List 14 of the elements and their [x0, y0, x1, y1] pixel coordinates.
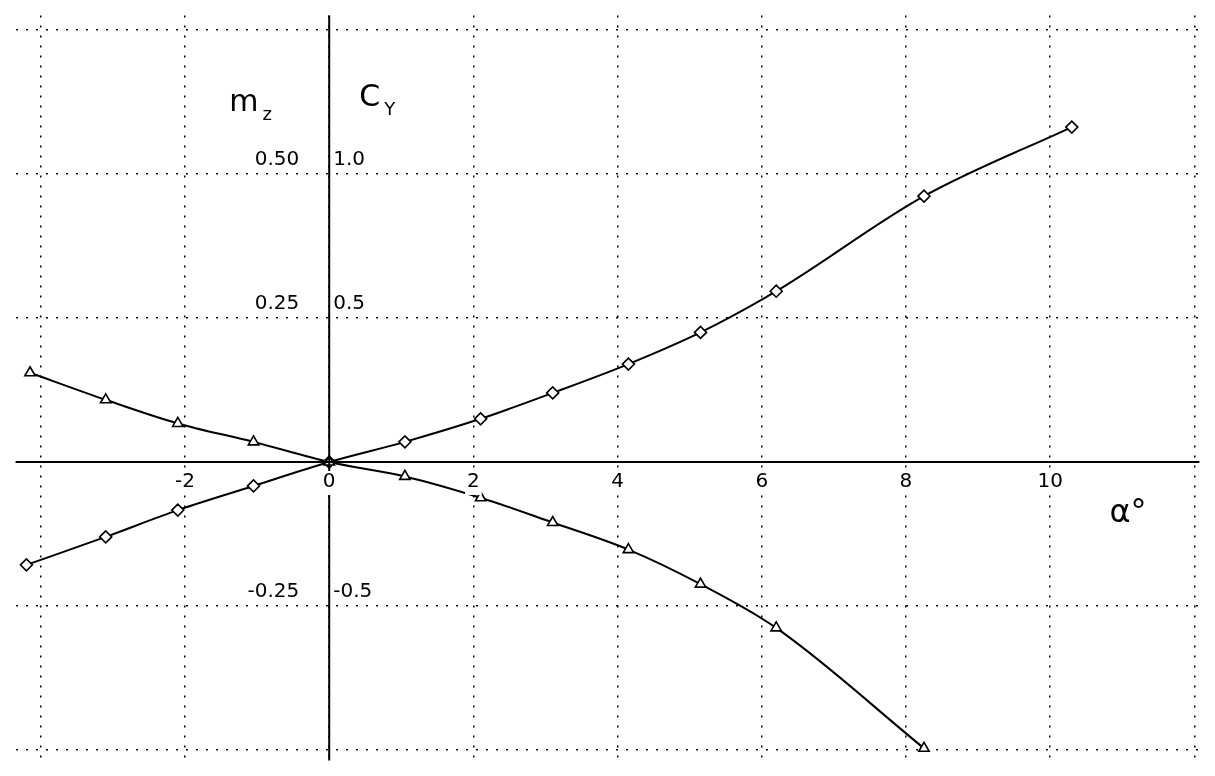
x-tick-label: 8 — [899, 468, 913, 493]
y-tick-label: 0.25 — [254, 290, 300, 315]
y2-tick-label: -0.5 — [333, 578, 373, 603]
x-tick-label: 10 — [1037, 468, 1063, 493]
x-tick-label: 2 — [467, 468, 480, 493]
x-tick-label: 0 — [322, 468, 336, 493]
x-tick-label: -2 — [175, 468, 195, 493]
y-tick-label: 0.50 — [254, 146, 300, 171]
x-tick-label: 6 — [755, 468, 769, 493]
x-axis-title: α° — [1109, 492, 1147, 531]
y-tick-label: -0.25 — [247, 578, 300, 603]
y2-tick-label: 0.5 — [333, 290, 366, 315]
y2-tick-label: 1.0 — [333, 146, 366, 171]
x-tick-label: 4 — [611, 468, 624, 493]
